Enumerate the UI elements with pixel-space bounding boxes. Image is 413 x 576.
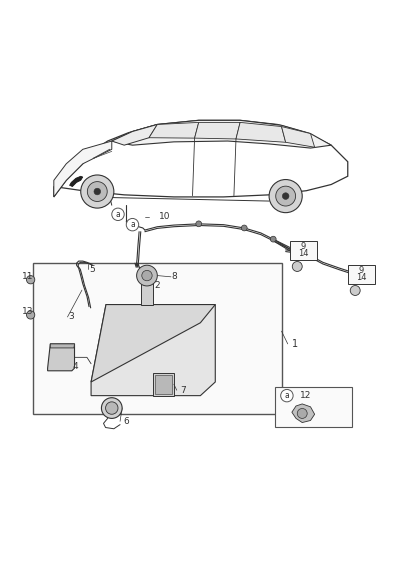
Bar xyxy=(275,387,351,427)
Polygon shape xyxy=(69,176,83,187)
Circle shape xyxy=(112,208,124,221)
Text: 9: 9 xyxy=(358,266,363,275)
Circle shape xyxy=(81,175,114,208)
Text: 12: 12 xyxy=(299,391,311,400)
Circle shape xyxy=(141,270,152,281)
Text: 11: 11 xyxy=(21,272,33,281)
Circle shape xyxy=(105,402,118,414)
Circle shape xyxy=(94,188,100,195)
Text: a: a xyxy=(115,210,120,219)
Polygon shape xyxy=(281,127,314,147)
Text: 3: 3 xyxy=(68,312,74,321)
Bar xyxy=(155,375,171,393)
Text: a: a xyxy=(130,220,135,229)
Text: 1: 1 xyxy=(291,339,297,349)
Text: 14: 14 xyxy=(297,249,308,258)
Polygon shape xyxy=(291,404,314,423)
Bar xyxy=(33,263,281,414)
Polygon shape xyxy=(112,124,157,145)
Text: 5: 5 xyxy=(89,265,95,274)
Text: 10: 10 xyxy=(159,213,171,221)
Bar xyxy=(347,265,374,284)
Text: a: a xyxy=(284,391,289,400)
Circle shape xyxy=(136,265,157,286)
Polygon shape xyxy=(194,123,240,139)
Circle shape xyxy=(26,311,35,319)
Circle shape xyxy=(270,236,275,242)
Polygon shape xyxy=(50,344,74,348)
Circle shape xyxy=(87,181,107,202)
Circle shape xyxy=(241,225,247,231)
Circle shape xyxy=(282,193,288,199)
Polygon shape xyxy=(112,120,330,148)
Text: 8: 8 xyxy=(171,272,177,281)
Text: 2: 2 xyxy=(154,282,159,290)
Circle shape xyxy=(349,286,359,295)
Polygon shape xyxy=(47,344,74,371)
Circle shape xyxy=(195,221,201,227)
Circle shape xyxy=(275,186,295,206)
Text: 7: 7 xyxy=(180,386,185,395)
Circle shape xyxy=(126,218,138,231)
Circle shape xyxy=(268,180,301,213)
Circle shape xyxy=(26,275,35,284)
Text: 6: 6 xyxy=(123,417,129,426)
Polygon shape xyxy=(91,305,215,396)
Circle shape xyxy=(292,262,301,271)
Circle shape xyxy=(280,389,292,402)
Polygon shape xyxy=(149,123,198,138)
Polygon shape xyxy=(235,123,285,142)
Polygon shape xyxy=(54,141,112,197)
Polygon shape xyxy=(54,120,347,197)
Polygon shape xyxy=(91,305,215,382)
Bar xyxy=(141,275,152,305)
Circle shape xyxy=(297,408,306,418)
Text: 13: 13 xyxy=(21,307,33,316)
Text: 14: 14 xyxy=(355,273,366,282)
Text: 4: 4 xyxy=(72,362,78,371)
Text: 9: 9 xyxy=(300,242,305,251)
Bar xyxy=(289,241,316,260)
Circle shape xyxy=(101,397,122,418)
Bar xyxy=(153,373,173,396)
